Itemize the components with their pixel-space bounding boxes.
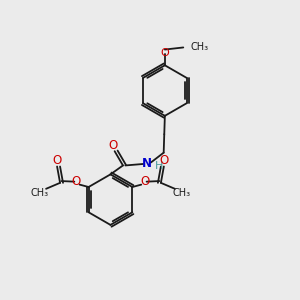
Text: CH₃: CH₃ [30,188,48,198]
Text: O: O [108,139,118,152]
Text: O: O [71,175,81,188]
Text: CH₃: CH₃ [172,188,191,198]
Text: O: O [160,47,169,58]
Text: O: O [52,154,62,167]
Text: O: O [159,154,169,167]
Text: N: N [142,158,152,170]
Text: CH₃: CH₃ [191,42,209,52]
Text: H: H [154,161,163,171]
Text: O: O [140,175,149,188]
